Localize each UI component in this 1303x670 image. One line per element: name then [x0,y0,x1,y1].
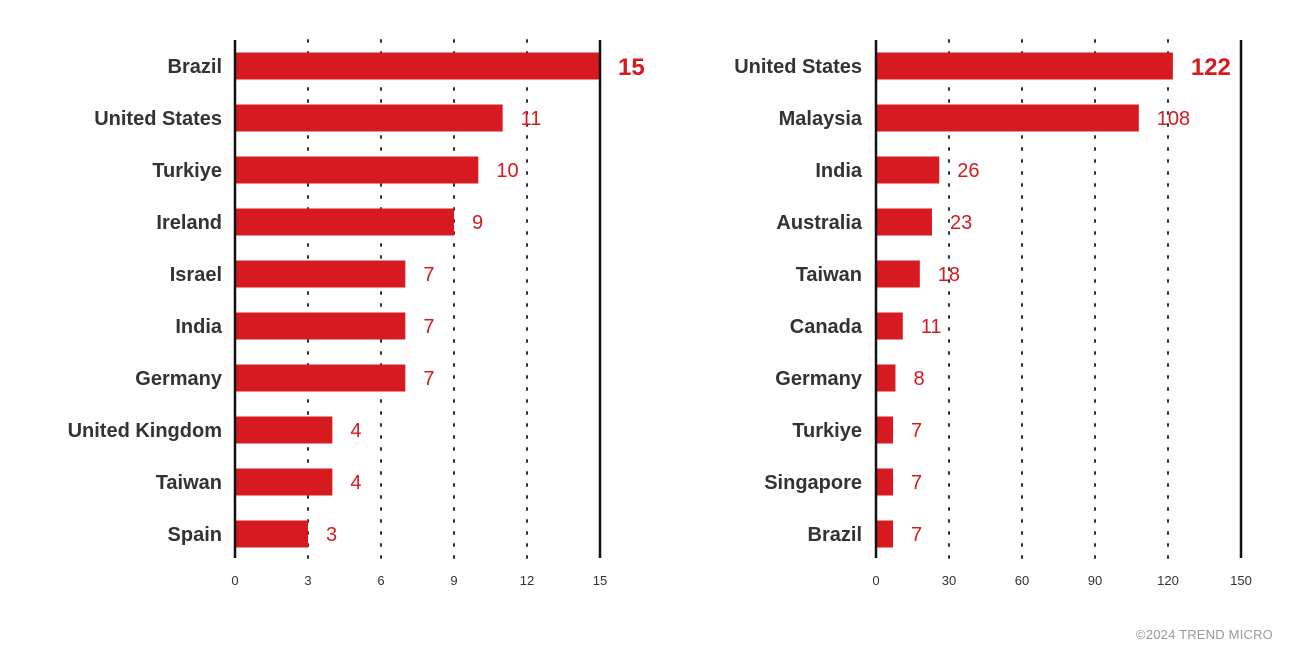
chart2-value-label: 7 [911,420,922,442]
chart2-tick-label: 90 [1088,573,1102,588]
chart2-category-label: Taiwan [796,264,862,286]
chart2-value-label: 122 [1191,54,1231,81]
chart1-bar [235,208,454,236]
chart2-bar [876,104,1139,132]
chart1-value-label: 7 [423,368,434,390]
chart2-bar [876,208,932,236]
chart1-category-label: India [175,316,223,338]
chart1-value-label: 3 [326,524,337,546]
chart1-bar [235,52,600,80]
chart2-value-label: 7 [911,472,922,494]
chart2-bar [876,364,896,392]
copyright-credit: ©2024 TREND MICRO [1136,627,1273,642]
chart1-tick-label: 9 [450,573,457,588]
chart2-category-label: United States [734,56,862,78]
chart2-bar [876,156,940,184]
chart2-category-label: Brazil [808,524,862,546]
chart2-value-label: 11 [921,316,942,338]
chart1-bar [235,260,406,288]
chart2-value-label: 8 [913,368,924,390]
chart1-tick-label: 12 [520,573,534,588]
chart1-value-label: 15 [618,54,645,81]
chart2-tick-label: 30 [942,573,956,588]
chart2-category-label: Germany [775,368,863,390]
chart2-bar [876,520,894,548]
chart2-tick-label: 150 [1230,573,1252,588]
chart1-bar [235,416,333,444]
chart2-bar [876,260,920,288]
chart1-value-label: 10 [496,160,518,182]
chart1-value-label: 7 [423,316,434,338]
chart2-category-label: Australia [776,212,862,234]
chart1-bar [235,520,308,548]
chart1-bar [235,364,406,392]
chart1-category-label: Germany [135,368,223,390]
chart1-category-label: Brazil [168,56,222,78]
chart2-category-label: Turkiye [792,420,862,442]
chart1-value-label: 7 [423,264,434,286]
chart1-value-label: 11 [521,108,542,130]
chart1-category-label: Ireland [156,212,222,234]
chart1-tick-label: 6 [377,573,384,588]
chart1-value-label: 9 [472,212,483,234]
chart1-bar [235,104,503,132]
chart1-bar [235,468,333,496]
chart2-bar [876,52,1173,80]
chart1-category-label: Turkiye [152,160,222,182]
chart2-category-label: India [815,160,863,182]
chart2-bar [876,312,903,340]
chart1-category-label: United Kingdom [68,420,222,442]
chart2-bar [876,416,894,444]
chart2-category-label: Singapore [764,472,862,494]
chart1-bar [235,312,406,340]
chart2-category-label: Malaysia [779,108,863,130]
chart1-category-label: Spain [168,524,222,546]
chart1-value-label: 4 [350,420,361,442]
chart2-tick-label: 60 [1015,573,1029,588]
chart2-value-label: 23 [950,212,972,234]
chart2-tick-label: 120 [1157,573,1179,588]
chart1-tick-label: 15 [593,573,607,588]
chart1-category-label: United States [94,108,222,130]
chart2-value-label: 18 [938,264,960,286]
chart2-value-label: 108 [1157,108,1190,130]
chart2-tick-label: 0 [872,573,879,588]
chart2-category-label: Canada [790,316,863,338]
chart2-bar [876,468,894,496]
chart1-bar [235,156,479,184]
chart1-category-label: Taiwan [156,472,222,494]
chart2-value-label: 7 [911,524,922,546]
chart1-value-label: 4 [350,472,361,494]
chart2-value-label: 26 [957,160,979,182]
chart1-category-label: Israel [170,264,222,286]
chart1-tick-label: 3 [304,573,311,588]
chart1-tick-label: 0 [231,573,238,588]
